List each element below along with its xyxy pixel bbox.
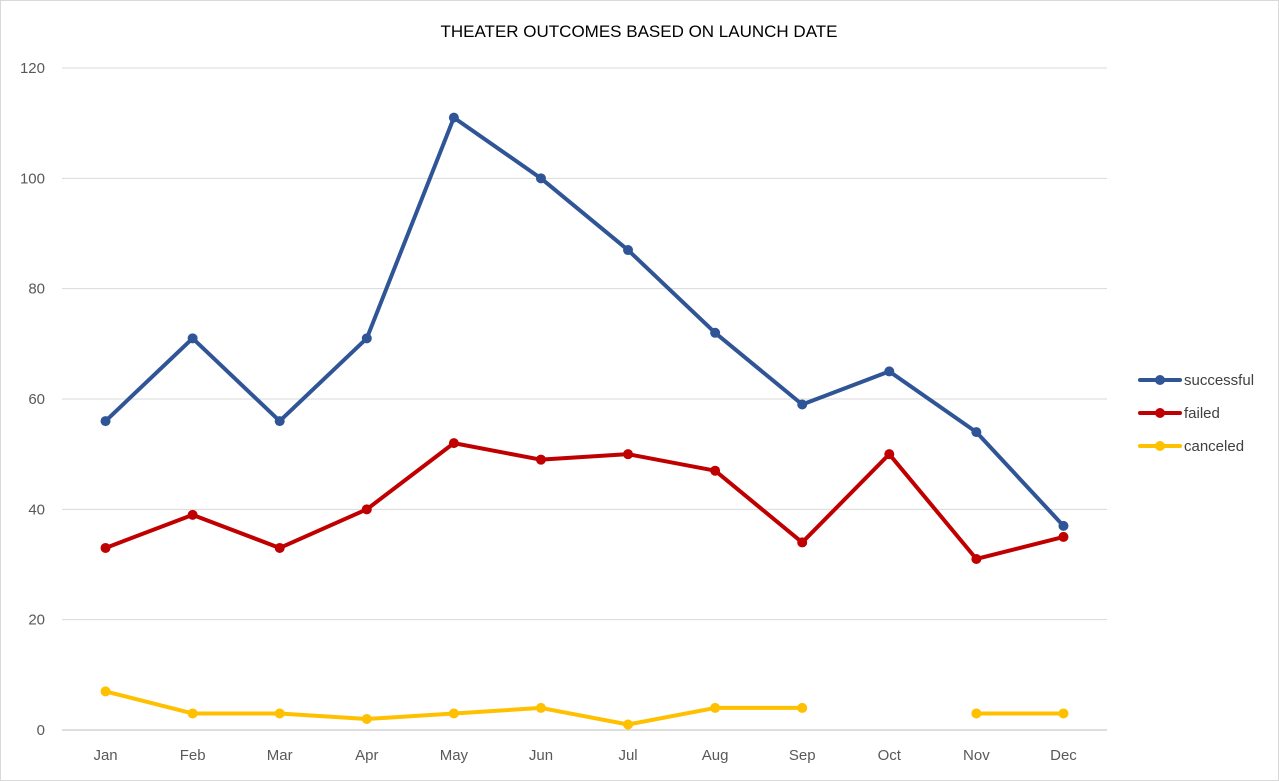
series-successful <box>100 112 1069 531</box>
data-point-successful <box>535 173 546 184</box>
data-point-failed <box>100 542 111 553</box>
chart-title: THEATER OUTCOMES BASED ON LAUNCH DATE <box>440 22 837 41</box>
x-axis-ticks: Jan Feb Mar Apr May Jun Jul Aug Sep Oct Nov Dec <box>93 747 1077 764</box>
data-point-failed <box>710 465 721 476</box>
data-point-canceled <box>187 708 198 719</box>
legend-label: successful <box>1184 372 1254 389</box>
y-tick-label: 80 <box>28 281 45 298</box>
data-point-failed <box>1058 531 1069 542</box>
y-tick-label: 120 <box>20 60 45 77</box>
data-point-failed <box>884 449 895 460</box>
legend-swatch-marker <box>1155 408 1165 418</box>
legend-item-successful: successful <box>1138 372 1254 389</box>
y-tick-label: 60 <box>28 391 45 408</box>
data-point-successful <box>274 416 285 427</box>
data-point-successful <box>884 366 895 377</box>
x-tick-label: Nov <box>963 747 990 764</box>
series-line-canceled <box>103 689 805 727</box>
x-tick-label: Sep <box>789 747 816 764</box>
legend-label: failed <box>1184 405 1220 422</box>
data-point-failed <box>274 542 285 553</box>
data-point-successful <box>448 112 459 123</box>
data-point-successful <box>1058 520 1069 531</box>
legend-item-canceled: canceled <box>1138 438 1244 455</box>
y-tick-label: 20 <box>28 612 45 629</box>
data-point-successful <box>971 427 982 438</box>
data-point-failed <box>187 509 198 520</box>
data-point-canceled <box>971 708 982 719</box>
data-point-canceled <box>274 708 285 719</box>
y-tick-label: 0 <box>37 722 45 739</box>
data-point-failed <box>971 553 982 564</box>
data-point-successful <box>187 333 198 344</box>
data-point-canceled <box>710 702 721 713</box>
y-tick-label: 100 <box>20 170 45 187</box>
data-point-successful <box>361 333 372 344</box>
y-tick-label: 40 <box>28 501 45 518</box>
data-point-canceled <box>448 708 459 719</box>
series-failed <box>100 438 1069 564</box>
y-axis-ticks: 0 20 40 60 80 100 120 <box>20 60 45 739</box>
x-tick-label: Aug <box>702 747 729 764</box>
x-tick-label: Dec <box>1050 747 1077 764</box>
data-point-canceled <box>535 702 546 713</box>
x-tick-label: Feb <box>180 747 206 764</box>
data-point-canceled <box>623 719 634 730</box>
x-tick-label: Jun <box>529 747 553 764</box>
legend-swatch-marker <box>1155 375 1165 385</box>
legend: successful failed canceled <box>1138 372 1254 455</box>
data-point-canceled <box>797 702 808 713</box>
data-point-successful <box>797 399 808 410</box>
data-point-failed <box>361 504 372 515</box>
x-tick-label: Jan <box>93 747 117 764</box>
data-point-failed <box>623 449 634 460</box>
legend-label: canceled <box>1184 438 1244 455</box>
x-tick-label: May <box>440 747 469 764</box>
legend-swatch-marker <box>1155 441 1165 451</box>
x-tick-label: Jul <box>618 747 637 764</box>
data-point-canceled <box>361 713 372 724</box>
data-point-failed <box>535 454 546 465</box>
data-point-failed <box>797 537 808 548</box>
series-line-successful <box>103 115 1066 528</box>
data-point-successful <box>100 416 111 427</box>
x-tick-label: Apr <box>355 747 378 764</box>
data-point-canceled <box>100 686 111 697</box>
series-line-failed <box>103 441 1066 561</box>
data-point-canceled <box>1058 708 1069 719</box>
series-canceled <box>100 686 1069 730</box>
legend-item-failed: failed <box>1138 405 1220 422</box>
x-tick-label: Oct <box>878 747 902 764</box>
data-point-successful <box>710 327 721 338</box>
data-point-successful <box>623 245 634 256</box>
gridlines <box>62 67 1107 731</box>
x-tick-label: Mar <box>267 747 293 764</box>
data-point-failed <box>448 438 459 449</box>
series-lines <box>100 112 1069 730</box>
